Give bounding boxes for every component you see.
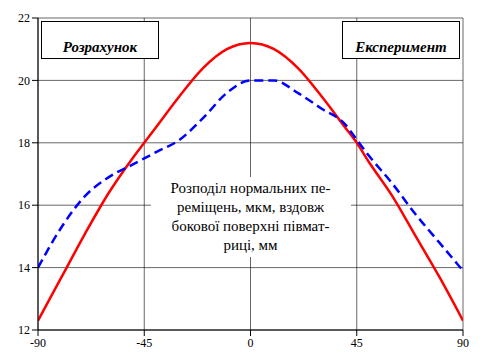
svg-text:90: 90 [457, 336, 469, 350]
svg-text:12: 12 [18, 323, 30, 337]
html-text:бокової поверхні півмат-: бокової поверхні півмат- [171, 218, 330, 235]
svg-text:16: 16 [18, 198, 30, 212]
svg-text:-45: -45 [136, 336, 152, 350]
svg-text:0: 0 [248, 336, 254, 350]
svg-text:20: 20 [18, 74, 30, 88]
html-text:реміщень, мкм, вздовж: реміщень, мкм, вздовж [177, 199, 324, 216]
html-text:Експеримент: Експеримент [355, 39, 447, 55]
svg-text:45: 45 [351, 336, 363, 350]
html-text:Розподіл нормальних пе-: Розподіл нормальних пе- [170, 180, 331, 197]
svg-text:-90: -90 [30, 336, 46, 350]
html-text:Розрахунок: Розрахунок [62, 39, 138, 55]
svg-text:18: 18 [18, 136, 30, 150]
html-text:риці, мм: риці, мм [223, 237, 278, 254]
svg-text:22: 22 [18, 11, 30, 25]
svg-text:14: 14 [18, 261, 30, 275]
